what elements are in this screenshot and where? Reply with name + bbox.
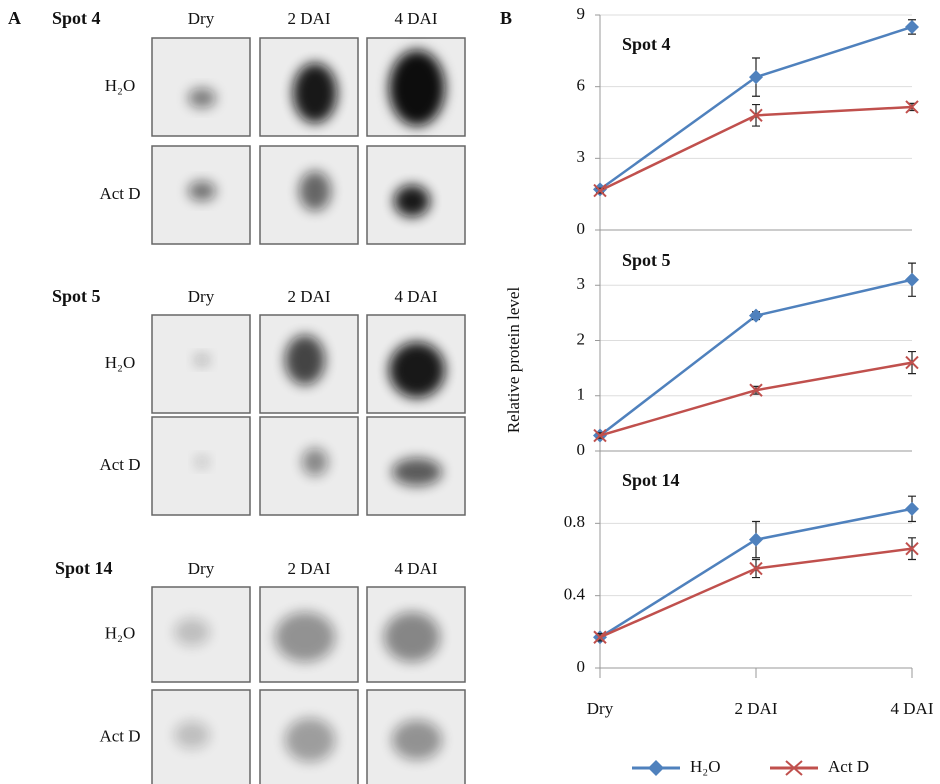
block-title: Spot 5 (52, 286, 101, 306)
row-label: Act D (99, 726, 140, 745)
chart-title: Spot 4 (622, 34, 671, 54)
protein-spot (394, 185, 430, 217)
x-tick-label: 4 DAI (891, 699, 934, 718)
y-tick-label: 0.8 (564, 512, 585, 531)
protein-spot (174, 618, 210, 646)
block-title: Spot 4 (52, 8, 101, 28)
protein-spot (174, 721, 210, 749)
column-label: 4 DAI (395, 287, 438, 306)
y-tick-label: 2 (577, 329, 586, 348)
gel-image (151, 37, 251, 137)
y-tick-label: 9 (577, 4, 586, 23)
protein-spot (392, 720, 442, 760)
column-label: 2 DAI (288, 9, 331, 28)
protein-spot (188, 181, 216, 201)
row-label: Act D (99, 455, 140, 474)
marker (749, 308, 763, 323)
protein-spot (384, 612, 440, 662)
marker (749, 383, 763, 397)
marker (905, 100, 919, 114)
y-tick-label: 6 (577, 76, 586, 95)
protein-spot (194, 354, 210, 366)
row-label: H₂O (105, 76, 135, 95)
column-label: Dry (188, 559, 215, 578)
panel-label: A (8, 8, 21, 28)
column-label: 2 DAI (288, 559, 331, 578)
marker (905, 501, 919, 516)
protein-spot (389, 342, 445, 398)
y-tick-label: 3 (577, 147, 586, 166)
chart-title: Spot 5 (622, 250, 671, 270)
protein-spot (285, 718, 335, 762)
legend-marker (648, 760, 664, 776)
column-label: Dry (188, 9, 215, 28)
y-axis-label: Relative protein level (504, 287, 523, 434)
marker (905, 355, 919, 370)
protein-spot (188, 88, 216, 108)
marker (749, 108, 763, 123)
y-tick-label: 0 (577, 440, 586, 459)
row-label: H₂O (105, 353, 135, 372)
column-label: 4 DAI (395, 9, 438, 28)
legend-label: H₂O (690, 757, 720, 776)
y-tick-label: 1 (577, 385, 586, 404)
marker (905, 541, 919, 556)
row-label: Act D (99, 184, 140, 203)
protein-spot (392, 458, 442, 486)
column-label: 4 DAI (395, 559, 438, 578)
marker (749, 532, 763, 547)
row-label: H₂O (105, 623, 135, 642)
y-tick-label: 3 (577, 274, 586, 293)
series-line (599, 278, 913, 437)
protein-spot (285, 335, 325, 385)
x-tick-label: Dry (587, 699, 614, 718)
legend-marker (785, 760, 803, 776)
marker (905, 272, 919, 287)
legend-label: Act D (828, 757, 869, 776)
protein-spot (293, 63, 337, 123)
panel-label: B (500, 8, 512, 28)
column-label: Dry (188, 287, 215, 306)
marker (749, 70, 763, 85)
protein-spot (195, 456, 209, 468)
marker (905, 19, 919, 34)
y-tick-label: 0.4 (564, 585, 586, 604)
y-tick-label: 0 (577, 219, 586, 238)
gel-image (366, 586, 466, 683)
x-tick-label: 2 DAI (735, 699, 778, 718)
protein-spot (302, 448, 328, 476)
marker (593, 183, 607, 198)
gel-image (151, 689, 251, 784)
marker (593, 428, 607, 443)
y-tick-label: 0 (577, 657, 586, 676)
column-label: 2 DAI (288, 287, 331, 306)
block-title: Spot 14 (55, 558, 113, 578)
protein-spot (275, 612, 335, 662)
protein-spot (299, 171, 331, 211)
marker (749, 561, 763, 576)
marker (593, 630, 607, 644)
protein-spot (389, 50, 445, 126)
chart-title: Spot 14 (622, 470, 680, 490)
